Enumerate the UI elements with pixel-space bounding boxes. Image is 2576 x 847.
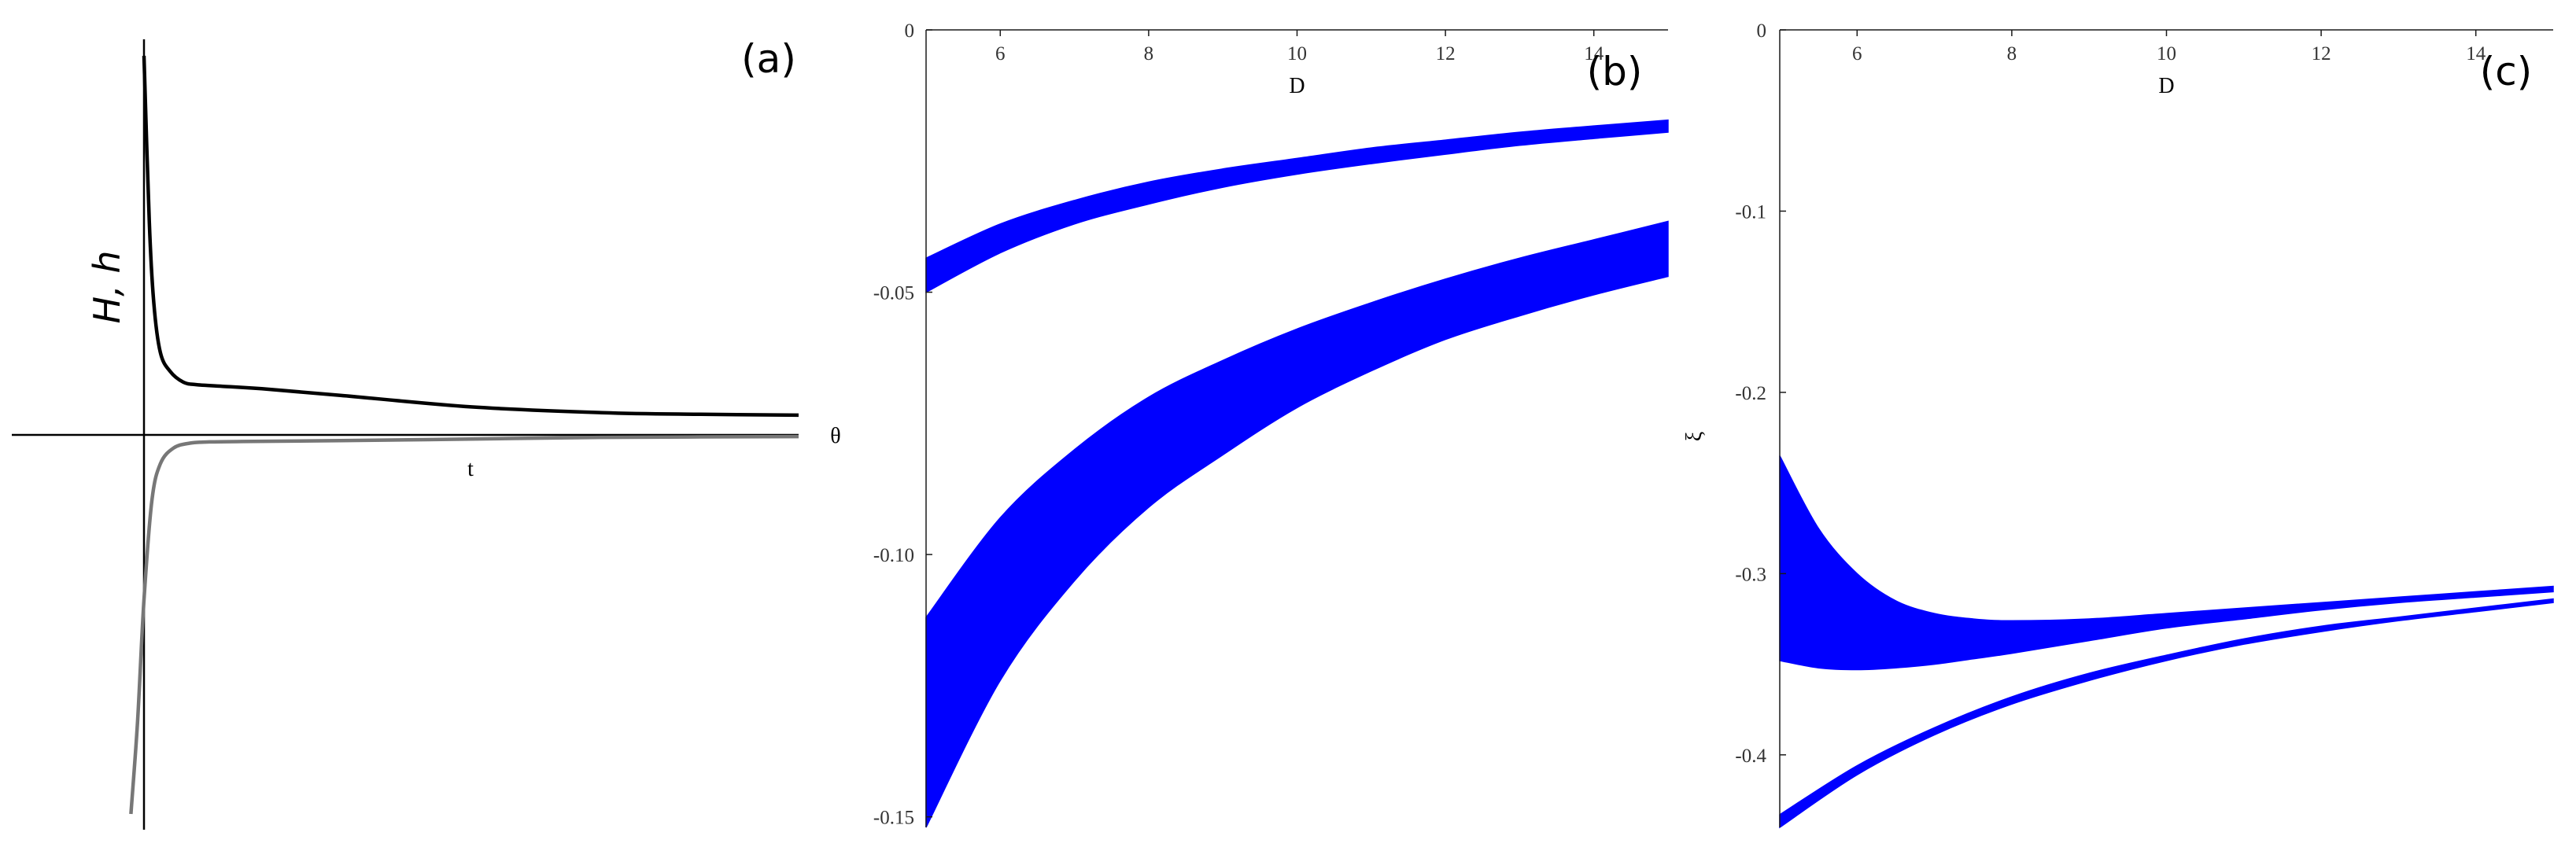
c-y-tick-label: -0.2 bbox=[1735, 383, 1766, 404]
b-y-tick-label: 0 bbox=[905, 20, 915, 42]
c-x-tick-label: 12 bbox=[2312, 43, 2331, 64]
b-x-tick-label: 12 bbox=[1436, 43, 1456, 64]
c-y-tick-label: -0.1 bbox=[1735, 201, 1766, 223]
c-y-tick-label: -0.3 bbox=[1735, 564, 1766, 585]
panel-a-series-line-1 bbox=[142, 55, 799, 418]
panel-c-plot: 6 8 10 12 14 0 -0.1 -0.2 -0.3 -0.4 D ξ (c) bbox=[1682, 20, 2554, 829]
c-band-2 bbox=[1779, 598, 2554, 829]
c-x-tick-label: 10 bbox=[2157, 43, 2176, 64]
panel-b-tag: (b) bbox=[1587, 49, 1643, 94]
c-y-tick-label: 0 bbox=[1757, 20, 1767, 42]
panel-a-side-label: θ bbox=[830, 424, 840, 448]
b-band-2 bbox=[925, 220, 1669, 828]
c-x-tick-label: 14 bbox=[2466, 43, 2486, 64]
b-y-tick-label: -0.05 bbox=[873, 283, 914, 304]
c-x-tick-label: 6 bbox=[1852, 43, 1862, 64]
panel-a-series-line-2 bbox=[129, 434, 799, 815]
panel-b-plot: 6 8 10 12 14 0 -0.05 -0.10 -0.15 D (b) bbox=[873, 20, 1669, 829]
b-x-tick-label: 10 bbox=[1287, 43, 1307, 64]
c-y-tick-label: -0.4 bbox=[1735, 746, 1766, 767]
panel-a-plot: t θ H, h (a) bbox=[12, 36, 841, 830]
b-band-1 bbox=[925, 119, 1669, 293]
panel-c-x-label: D bbox=[2158, 74, 2174, 98]
panel-c-chart: 6 8 10 12 14 0 -0.1 -0.2 -0.3 -0.4 D ξ (c) bbox=[1682, 0, 2576, 847]
panel-c-y-label: ξ bbox=[1682, 432, 1707, 441]
panel-a-tag: (a) bbox=[741, 36, 796, 82]
panel-b-chart: 6 8 10 12 14 0 -0.05 -0.10 -0.15 D (b) bbox=[818, 0, 1684, 847]
panel-c-tag: (c) bbox=[2480, 49, 2533, 94]
c-x-tick-label: 8 bbox=[2007, 43, 2017, 64]
b-x-tick-label: 8 bbox=[1144, 43, 1154, 64]
panel-b-x-label: D bbox=[1289, 74, 1305, 98]
b-x-tick-label: 6 bbox=[995, 43, 1006, 64]
b-y-tick-label: -0.15 bbox=[873, 808, 914, 829]
panel-a-x-label: t bbox=[467, 457, 474, 481]
c-band-1 bbox=[1779, 455, 2554, 671]
panel-a-chart: t θ H, h (a) bbox=[0, 0, 841, 847]
b-x-tick-label: 14 bbox=[1584, 43, 1604, 64]
b-y-tick-label: -0.10 bbox=[873, 545, 914, 566]
panel-a-y-label: H, h bbox=[86, 251, 128, 324]
